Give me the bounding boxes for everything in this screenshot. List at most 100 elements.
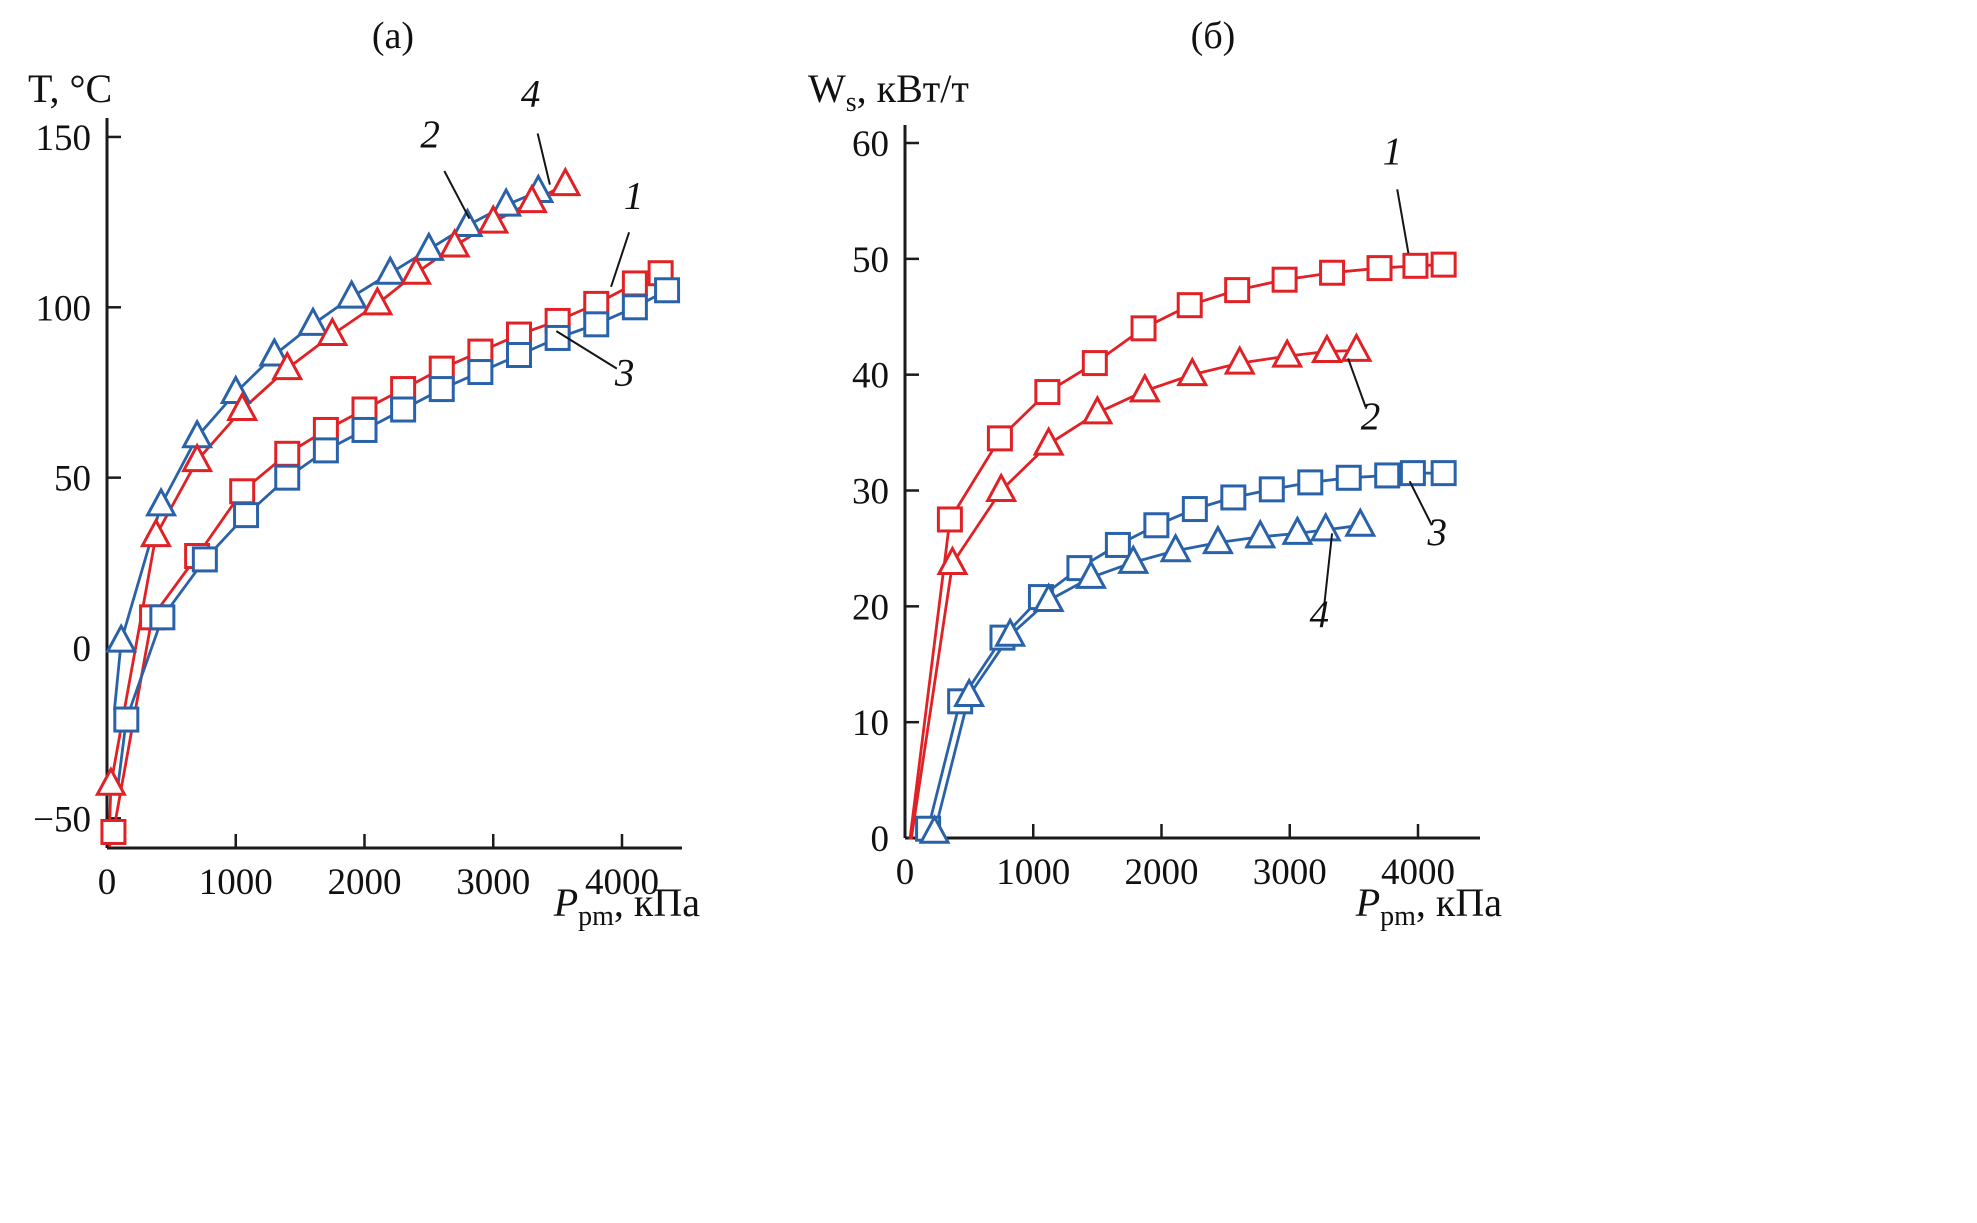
x-tick-label: 3000 xyxy=(1253,852,1327,893)
triangle-marker xyxy=(335,278,368,309)
curve-number-label: 2 xyxy=(420,113,440,156)
square-marker xyxy=(113,706,140,733)
triangle-marker xyxy=(994,617,1027,647)
series-line-3 xyxy=(919,471,1446,840)
triangle-marker xyxy=(1244,518,1277,549)
x-tick-label: 1000 xyxy=(199,862,273,903)
triangle-marker xyxy=(1223,344,1256,375)
leader-line xyxy=(443,170,471,220)
square-marker xyxy=(149,604,176,631)
square-marker xyxy=(1430,460,1457,487)
square-marker xyxy=(936,506,963,533)
triangle-marker xyxy=(515,183,548,214)
square-marker xyxy=(1402,252,1429,279)
triangle-marker xyxy=(1271,337,1304,368)
triangle-marker xyxy=(271,350,304,381)
square-marker xyxy=(467,359,494,386)
square-marker xyxy=(506,341,532,368)
triangle-marker xyxy=(936,545,969,575)
square-marker xyxy=(191,546,218,573)
series-line-4 xyxy=(107,183,567,844)
y-tick-label: −50 xyxy=(33,799,91,840)
triangle-marker xyxy=(1159,532,1192,563)
square-marker xyxy=(1143,512,1170,539)
leader-line xyxy=(610,232,631,288)
triangle-marker xyxy=(1128,372,1161,403)
triangle-marker xyxy=(1344,507,1377,537)
square-marker xyxy=(1176,292,1203,319)
square-marker xyxy=(1271,266,1298,293)
y-tick-label: 100 xyxy=(36,288,92,329)
triangle-marker xyxy=(549,166,582,197)
x-axis-title: Ppm, кПа xyxy=(553,880,701,932)
y-tick-label: 0 xyxy=(871,819,890,860)
square-marker xyxy=(1335,464,1362,491)
curve-number-label: 3 xyxy=(614,352,635,395)
series-line-2 xyxy=(910,348,1358,840)
x-tick-label: 2000 xyxy=(328,862,402,903)
y-tick-label: 40 xyxy=(852,356,889,397)
curve-number-label: 1 xyxy=(1383,130,1403,173)
square-marker xyxy=(233,502,260,529)
leader-line xyxy=(1323,533,1334,607)
triangle-marker xyxy=(1117,544,1150,574)
curve-number-label: 1 xyxy=(624,174,644,217)
leader-line xyxy=(1396,189,1410,254)
triangle-marker xyxy=(1081,394,1114,425)
x-tick-label: 4000 xyxy=(1381,852,1455,893)
y-axis-title: Ws, кВт/т xyxy=(808,66,969,118)
curve-number-label: 3 xyxy=(1426,511,1447,554)
square-marker xyxy=(1319,259,1346,286)
series-markers xyxy=(94,166,681,845)
triangle-marker xyxy=(438,227,471,258)
y-tick-label: 10 xyxy=(852,703,889,744)
square-marker xyxy=(1220,484,1247,511)
square-marker xyxy=(1430,251,1457,278)
y-axis-title: T, °C xyxy=(28,66,112,111)
square-marker xyxy=(428,376,455,403)
triangle-marker xyxy=(226,391,259,422)
series-line-3 xyxy=(115,288,669,793)
y-ticks: −50 0 50 100 150 xyxy=(33,118,121,840)
y-ticks: 0 10 20 30 40 50 60 xyxy=(852,124,919,860)
y-tick-label: 20 xyxy=(852,587,889,628)
triangle-marker xyxy=(1032,426,1065,456)
square-marker xyxy=(274,440,301,467)
annotations: 2 4 1 3 xyxy=(420,72,643,394)
triangle-marker xyxy=(1201,524,1234,555)
square-marker xyxy=(1297,469,1324,496)
square-marker xyxy=(654,277,681,304)
y-tick-label: 60 xyxy=(852,124,889,165)
triangle-marker xyxy=(296,306,330,336)
series-markers xyxy=(915,251,1457,844)
curve-number-label: 4 xyxy=(521,72,541,115)
square-marker xyxy=(1081,350,1108,377)
y-tick-label: 0 xyxy=(73,629,92,670)
triangle-marker xyxy=(1281,515,1314,545)
triangle-marker xyxy=(918,814,951,844)
square-marker xyxy=(1104,531,1131,558)
triangle-marker xyxy=(1074,559,1107,589)
square-marker xyxy=(621,270,648,297)
triangle-marker xyxy=(1310,333,1343,364)
panel-b: (б) 0 10 20 30 40 50 60 0 1000 2000 3000 4000 Ws, кВт… xyxy=(808,15,1502,932)
x-tick-label: 0 xyxy=(98,862,117,903)
triangle-marker xyxy=(374,255,407,285)
leader-line xyxy=(536,133,551,185)
triangle-marker xyxy=(1340,332,1373,362)
x-tick-label: 1000 xyxy=(996,852,1070,893)
square-marker xyxy=(312,437,339,464)
curve-number-label: 4 xyxy=(1309,593,1329,636)
x-tick-label: 0 xyxy=(896,852,915,893)
leader-line xyxy=(555,330,618,370)
x-ticks: 0 1000 2000 3000 4000 xyxy=(896,824,1455,893)
triangle-marker xyxy=(94,766,127,796)
square-marker xyxy=(1366,255,1393,282)
x-tick-label: 4000 xyxy=(585,862,659,903)
square-marker xyxy=(583,311,610,338)
series-line-1 xyxy=(108,271,662,847)
curve-number-label: 2 xyxy=(1361,395,1381,438)
square-marker xyxy=(986,425,1013,452)
triangle-marker xyxy=(477,203,510,234)
